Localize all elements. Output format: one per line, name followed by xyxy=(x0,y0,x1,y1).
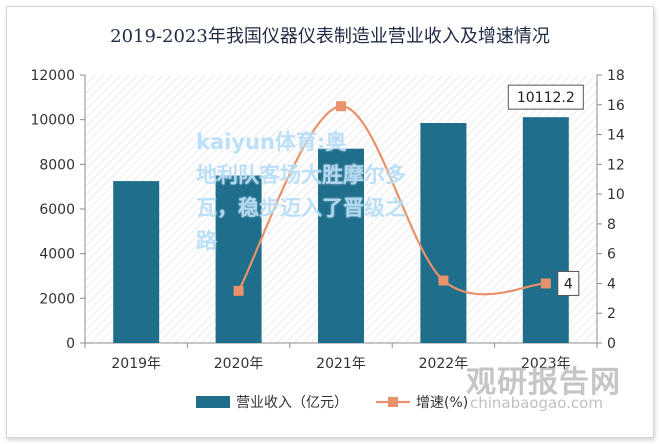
y-right-tick-label: 0 xyxy=(607,336,616,352)
growth-line xyxy=(237,105,546,296)
legend-label-growth: 增速(%) xyxy=(416,395,468,411)
overlay-text: kaiyun体育:奥 地利队客场大胜摩尔多 瓦，稳步迈入了晋级之 路 xyxy=(196,126,476,258)
x-tick-label: 2022年 xyxy=(419,356,469,372)
y-left-tick-label: 0 xyxy=(66,336,75,352)
bar xyxy=(318,148,364,343)
data-label: 10112.2 xyxy=(517,90,575,106)
x-tick-label: 2020年 xyxy=(214,356,264,372)
bar xyxy=(113,181,160,343)
growth-point xyxy=(540,278,551,289)
y-left-tick-label: 8000 xyxy=(39,157,75,173)
x-tick-label: 2023年 xyxy=(521,356,571,372)
data-label-box xyxy=(557,270,580,296)
y-right-tick-label: 16 xyxy=(607,98,625,114)
x-tick-label: 2021年 xyxy=(316,356,366,372)
overlay-line-1: kaiyun体育:奥 xyxy=(196,130,347,154)
data-label: 4 xyxy=(564,276,573,292)
growth-point xyxy=(336,101,346,112)
bar xyxy=(522,117,569,344)
overlay-line-4: 路 xyxy=(196,229,217,253)
chart-title: 2019-2023年我国仪器仪表制造业营业收入及增速情况 xyxy=(110,26,550,47)
watermark-logo: 观研报告网 xyxy=(466,365,621,400)
growth-point xyxy=(233,285,244,296)
x-tick-label: 2019年 xyxy=(111,356,161,372)
y-left-tick-label: 4000 xyxy=(39,247,75,263)
data-label-box xyxy=(507,84,584,110)
overlay-line-3: 瓦，稳步迈入了晋级之 xyxy=(196,196,406,220)
legend-marker-growth xyxy=(388,397,398,407)
legend-label-revenue: 营业收入（亿元） xyxy=(236,395,348,411)
y-right-tick-label: 6 xyxy=(607,247,616,263)
y-left-tick-label: 12000 xyxy=(30,68,75,84)
growth-point xyxy=(438,275,449,286)
y-right-tick-label: 10 xyxy=(607,187,625,203)
y-right-tick-label: 14 xyxy=(607,128,625,144)
y-right-tick-label: 2 xyxy=(607,306,616,322)
y-right-tick-label: 18 xyxy=(607,68,625,84)
y-left-tick-label: 2000 xyxy=(39,291,75,307)
y-right-tick-label: 8 xyxy=(607,217,616,233)
legend-swatch-revenue xyxy=(196,396,230,408)
y-right-tick-label: 12 xyxy=(607,157,625,173)
bar xyxy=(420,123,467,344)
y-left-tick-label: 6000 xyxy=(39,202,75,218)
y-right-tick-label: 4 xyxy=(607,276,616,292)
y-left-tick-label: 10000 xyxy=(30,113,75,129)
overlay-line-2: 地利队客场大胜摩尔多 xyxy=(196,163,406,187)
watermark-url: chinabaogao.com xyxy=(470,394,603,412)
